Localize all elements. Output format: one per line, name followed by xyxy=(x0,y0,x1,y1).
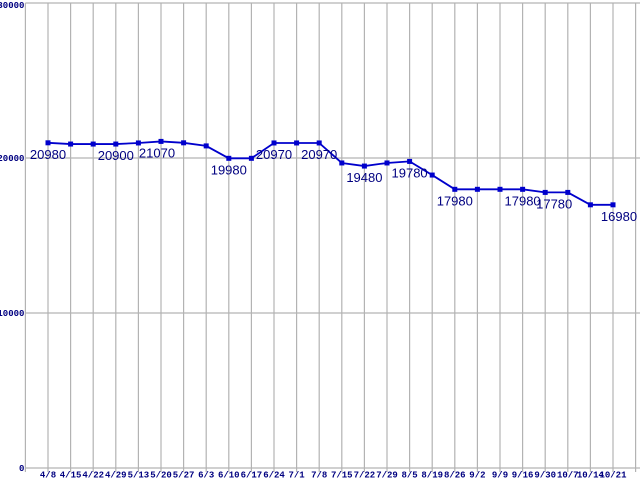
y-axis-label: 20000 xyxy=(0,154,24,164)
data-point-marker xyxy=(452,186,458,192)
x-axis-labels: 4/8 4/15 4/22 4/29 5/13 5/20 5/27 6/3 6/10 6/17 6/… xyxy=(40,471,627,480)
data-point-marker xyxy=(361,163,367,169)
data-point-label: 21070 xyxy=(139,145,175,160)
data-point-label: 16980 xyxy=(601,209,637,224)
data-point-labels: 20980 20900 21070 19980 20970 20970 19480 19780… xyxy=(30,145,637,223)
data-point-label: 17980 xyxy=(505,193,541,208)
data-point-label: 17780 xyxy=(536,196,572,211)
x-axis-label: 6/10 xyxy=(218,471,240,480)
x-axis-label: 4/22 xyxy=(82,471,104,480)
data-point-marker xyxy=(68,141,74,147)
data-point-marker xyxy=(226,155,232,161)
data-point-label: 19780 xyxy=(392,165,428,180)
x-axis-label: 8/19 xyxy=(421,471,443,480)
y-axis-label: 30000 xyxy=(0,1,24,11)
data-point-marker xyxy=(271,140,277,146)
x-axis-label: 7/15 xyxy=(331,471,353,480)
x-axis-label: 7/8 xyxy=(311,471,327,480)
data-point-marker xyxy=(610,202,616,208)
axis-ticks xyxy=(24,468,637,472)
data-point-label: 20900 xyxy=(98,148,134,163)
y-axis-labels: 0 10000 20000 30000 xyxy=(0,1,24,474)
x-axis-label: 6/3 xyxy=(198,471,214,480)
x-axis-label: 7/22 xyxy=(354,471,376,480)
x-axis-label: 5/13 xyxy=(128,471,150,480)
data-point-marker xyxy=(542,189,548,195)
data-point-label: 20970 xyxy=(256,147,292,162)
data-point-marker xyxy=(316,140,322,146)
data-point-marker xyxy=(90,141,96,147)
data-point-marker xyxy=(135,140,141,146)
data-point-marker xyxy=(181,140,187,146)
x-axis-label: 9/30 xyxy=(534,471,556,480)
x-axis-label: 4/8 xyxy=(40,471,56,480)
x-axis-label: 6/24 xyxy=(263,471,285,480)
data-point-marker xyxy=(294,140,300,146)
data-point-label: 20970 xyxy=(301,147,337,162)
data-point-marker xyxy=(429,172,435,178)
x-axis-label: 5/27 xyxy=(173,471,195,480)
data-point-marker xyxy=(203,143,209,149)
x-axis-label: 4/15 xyxy=(60,471,82,480)
x-axis-label: 9/16 xyxy=(512,471,534,480)
grid-lines xyxy=(24,2,640,469)
x-axis-label: 6/17 xyxy=(241,471,263,480)
x-axis-label: 5/20 xyxy=(150,471,172,480)
data-point-marker xyxy=(565,189,571,195)
data-point-marker xyxy=(113,141,119,147)
price-line xyxy=(47,140,613,206)
data-point-marker xyxy=(248,155,254,161)
data-point-markers xyxy=(45,138,616,208)
data-point-marker xyxy=(158,138,164,144)
data-point-label: 20980 xyxy=(30,147,66,162)
x-axis-label: 4/29 xyxy=(105,471,127,480)
x-axis-label: 8/5 xyxy=(401,471,417,480)
x-axis-label: 7/29 xyxy=(376,471,398,480)
y-axis-label: 0 xyxy=(19,464,24,474)
price-polyline xyxy=(47,140,613,206)
data-point-marker xyxy=(520,186,526,192)
data-point-label: 17980 xyxy=(437,193,473,208)
data-point-marker xyxy=(407,158,413,164)
data-point-marker xyxy=(45,140,51,146)
data-point-label: 19980 xyxy=(211,162,247,177)
x-axis-label: 9/9 xyxy=(492,471,508,480)
data-point-label: 19480 xyxy=(346,170,382,185)
data-point-marker xyxy=(587,202,593,208)
x-axis-label: 10/14 xyxy=(577,471,605,480)
x-axis-label: 10/7 xyxy=(557,471,579,480)
data-point-marker xyxy=(474,186,480,192)
y-axis-label: 10000 xyxy=(0,309,24,319)
data-point-marker xyxy=(497,186,503,192)
x-axis-label: 9/2 xyxy=(469,471,485,480)
x-axis-label: 10/21 xyxy=(599,471,627,480)
data-point-marker xyxy=(339,160,345,166)
x-axis-label: 8/26 xyxy=(444,471,466,480)
x-axis-label: 7/1 xyxy=(288,471,305,480)
data-point-marker xyxy=(384,160,390,166)
